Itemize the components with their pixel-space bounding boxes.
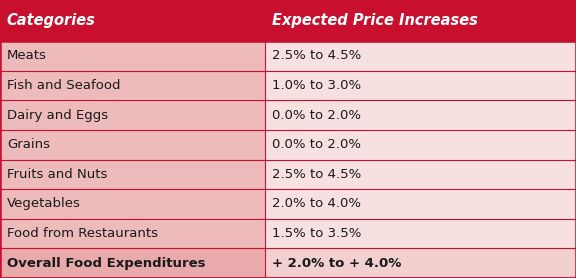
Text: + 2.0% to + 4.0%: + 2.0% to + 4.0%: [272, 257, 401, 270]
Text: Dairy and Eggs: Dairy and Eggs: [7, 109, 108, 122]
Bar: [0, 41, 265, 71]
Bar: [0, 0, 576, 41]
Text: Fish and Seafood: Fish and Seafood: [7, 79, 120, 92]
Bar: [265, 130, 576, 160]
Bar: [0, 189, 265, 219]
Text: Grains: Grains: [7, 138, 50, 151]
Bar: [0, 100, 265, 130]
Text: Expected Price Increases: Expected Price Increases: [272, 13, 478, 28]
Bar: [265, 219, 576, 249]
Text: 0.0% to 2.0%: 0.0% to 2.0%: [272, 109, 361, 122]
Text: Vegetables: Vegetables: [7, 197, 81, 210]
Text: 1.5% to 3.5%: 1.5% to 3.5%: [272, 227, 361, 240]
Bar: [265, 71, 576, 100]
Bar: [265, 100, 576, 130]
Bar: [265, 160, 576, 189]
Bar: [265, 189, 576, 219]
Text: Categories: Categories: [7, 13, 96, 28]
Bar: [0, 219, 265, 249]
Text: 2.0% to 4.0%: 2.0% to 4.0%: [272, 197, 361, 210]
Bar: [0, 71, 265, 100]
Text: Meats: Meats: [7, 49, 47, 63]
Text: Overall Food Expenditures: Overall Food Expenditures: [7, 257, 206, 270]
Text: Fruits and Nuts: Fruits and Nuts: [7, 168, 107, 181]
Text: Food from Restaurants: Food from Restaurants: [7, 227, 158, 240]
Bar: [0, 160, 265, 189]
Text: 2.5% to 4.5%: 2.5% to 4.5%: [272, 49, 361, 63]
Bar: [265, 249, 576, 278]
Bar: [265, 41, 576, 71]
Bar: [0, 249, 265, 278]
Text: 0.0% to 2.0%: 0.0% to 2.0%: [272, 138, 361, 151]
Text: 1.0% to 3.0%: 1.0% to 3.0%: [272, 79, 361, 92]
Bar: [0, 130, 265, 160]
Text: 2.5% to 4.5%: 2.5% to 4.5%: [272, 168, 361, 181]
